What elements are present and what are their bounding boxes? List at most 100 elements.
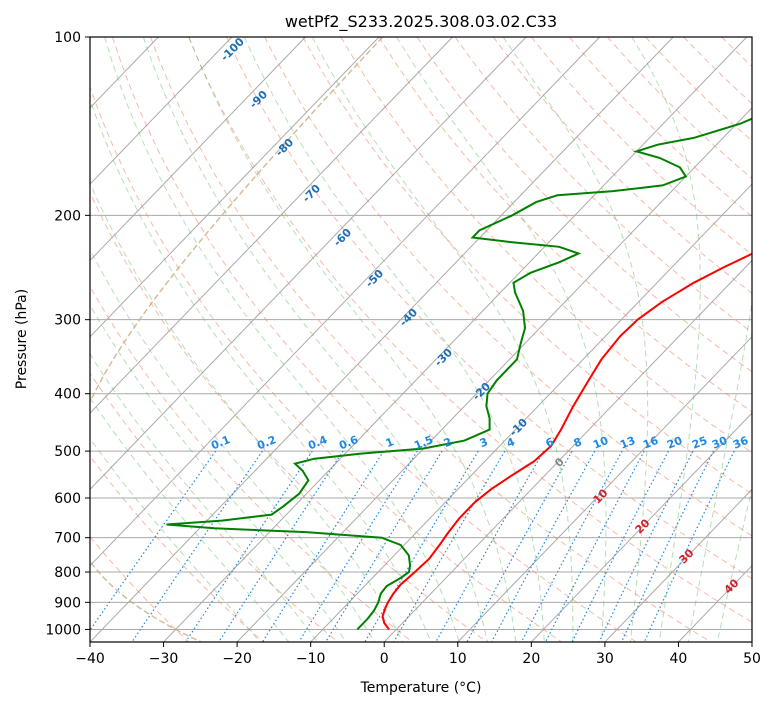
dry-adiabat-line (226, 37, 752, 580)
plot-frame (89, 36, 753, 643)
moist-adiabat-line (90, 396, 290, 642)
dry-adiabat-label: -30 (432, 346, 455, 369)
isotherm-line (604, 488, 752, 642)
y-tick-label: 100 (54, 30, 81, 46)
dry-adiabat-label: -50 (363, 267, 386, 290)
x-tick-label: −30 (149, 651, 179, 667)
y-tick-label: 500 (54, 444, 81, 460)
dry-adiabat-label: -70 (300, 182, 323, 205)
moist-adiabat-line (90, 437, 261, 642)
mixing-ratio-label: 2 (442, 435, 454, 450)
moist-adiabat-line (104, 37, 460, 642)
y-tick-label: 600 (54, 491, 81, 507)
dry-adiabat-line (90, 285, 413, 642)
moist-adiabat-line (243, 37, 545, 642)
mixing-ratio-label: 30 (710, 434, 729, 452)
y-tick-label: 400 (54, 387, 81, 403)
moist-adiabat-label: 0 (552, 455, 567, 470)
moist-adiabat-line (396, 37, 607, 642)
dry-adiabat-label: -90 (247, 88, 270, 111)
mixing-ratio-label: 16 (641, 434, 660, 452)
dry-adiabat-line (760, 37, 775, 642)
mixing-ratio-line (643, 450, 735, 642)
dry-adiabat-line (150, 37, 712, 642)
mixing-ratio-line (520, 450, 623, 642)
mixing-ratio-line (491, 450, 596, 642)
y-tick-label: 800 (54, 565, 81, 581)
mixing-ratio-line (185, 450, 313, 642)
x-tick-label: 40 (670, 651, 688, 667)
isotherm-line (90, 37, 453, 414)
mixing-ratio-line (261, 450, 385, 642)
chart-title: wetPf2_S233.2025.308.03.02.C33 (285, 12, 557, 32)
mixing-ratio-line (621, 450, 715, 642)
mixing-ratio-line (298, 450, 418, 642)
dry-adiabat-line (90, 536, 190, 642)
isotherm-line (163, 37, 748, 642)
isotherm-line (751, 641, 752, 642)
x-tick-label: 10 (449, 651, 467, 667)
axis-ticks: −40 −30 −20 −10 0 10 20 30 40 5010020030040050060… (45, 30, 761, 667)
mixing-ratio-label: 0.1 (209, 433, 232, 452)
mixing-ratio-line (131, 450, 263, 642)
dry-adiabat-label: -40 (397, 306, 420, 329)
mixing-ratio-line (598, 450, 694, 642)
dry-adiabat-line (340, 37, 752, 454)
isotherm-line (530, 412, 752, 642)
moist-adiabat-line (631, 37, 701, 642)
y-tick-label: 1000 (45, 622, 81, 638)
x-tick-label: 30 (596, 651, 614, 667)
isotherm-line (0, 37, 85, 642)
dry-adiabat-line (90, 455, 264, 642)
dry-adiabat-line (188, 37, 752, 623)
isopleth-labels: -100-90-80-70-60-50-40-30-20-100.1 0.2 0.4… (209, 35, 750, 597)
x-tick-label: 0 (380, 651, 389, 667)
mixing-ratio-line (545, 450, 645, 642)
dry-adiabat-line (645, 37, 752, 142)
dewpoint-profile-line (166, 117, 752, 631)
x-axis-label: Temperature (°C) (360, 680, 482, 696)
mixing-ratio-label: 0.6 (337, 433, 360, 452)
dry-adiabat-label: -100 (218, 35, 247, 64)
mixing-ratio-line (90, 450, 217, 632)
isotherm-line (90, 37, 380, 338)
isotherm-line (457, 336, 752, 642)
dry-adiabat-line (90, 191, 488, 642)
x-tick-label: −40 (75, 651, 105, 667)
moist-adiabat-line (90, 353, 318, 642)
x-tick-label: 50 (743, 651, 761, 667)
mixing-ratio-label: 0.4 (306, 433, 329, 452)
isotherm-line (90, 37, 674, 642)
moist-adiabat-label: 10 (591, 486, 611, 506)
isotherm-line (236, 107, 752, 642)
mixing-ratio-label: 36 (731, 434, 750, 452)
x-tick-label: 20 (522, 651, 540, 667)
moist-adiabat-line (311, 37, 574, 642)
moist-adiabat-line (90, 181, 404, 642)
y-axis-label: Pressure (hPa) (14, 289, 30, 389)
moist-adiabat-line (142, 37, 488, 642)
dry-adiabat-line (302, 37, 752, 495)
isotherm-line (90, 37, 527, 491)
dry-adiabat-line (416, 37, 752, 373)
isotherm-line (90, 37, 233, 185)
background-lines (0, 37, 775, 642)
y-tick-label: 900 (54, 595, 81, 611)
dry-adiabat-line (112, 37, 637, 642)
moist-adiabat-line (90, 304, 347, 642)
isotherm-line (90, 37, 601, 567)
dry-adiabat-line (378, 37, 752, 413)
sounding-profiles (166, 117, 752, 631)
mixing-ratio-label: 10 (591, 434, 610, 452)
mixing-ratio-label: 25 (690, 434, 709, 452)
isotherm-line (0, 37, 11, 642)
mixing-ratio-label: 13 (618, 434, 637, 452)
mixing-ratio-label: 8 (572, 435, 584, 450)
x-tick-label: −10 (296, 651, 326, 667)
dry-adiabat-line (492, 37, 752, 294)
temperature-profile-line (381, 252, 752, 630)
moist-adiabat-line (90, 248, 375, 642)
moist-adiabat-line (90, 98, 432, 642)
